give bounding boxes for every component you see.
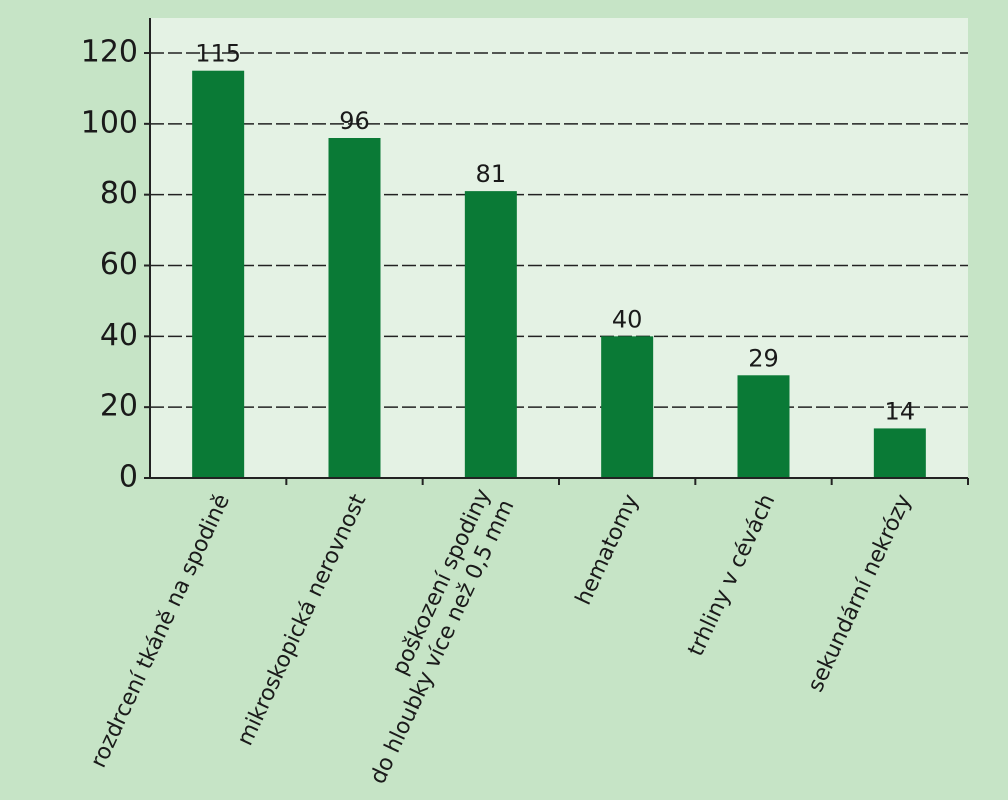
bar [464, 191, 517, 478]
bar [601, 336, 654, 478]
value-label: 40 [612, 305, 643, 333]
bar [328, 138, 381, 478]
y-tick-label: 100 [81, 105, 138, 140]
value-label: 115 [195, 40, 241, 68]
y-tick-label: 40 [100, 318, 138, 353]
y-tick-label: 20 [100, 389, 138, 424]
y-tick-label: 0 [119, 460, 138, 495]
value-label: 29 [748, 344, 779, 372]
value-label: 96 [339, 107, 370, 135]
y-tick-label: 120 [81, 35, 138, 70]
y-tick-label: 60 [100, 247, 138, 282]
bar [737, 375, 790, 478]
plot-area [150, 18, 968, 478]
bar [873, 428, 926, 478]
bar [192, 70, 245, 478]
value-label: 81 [476, 160, 507, 188]
value-label: 14 [885, 397, 916, 425]
y-tick-label: 80 [100, 176, 138, 211]
